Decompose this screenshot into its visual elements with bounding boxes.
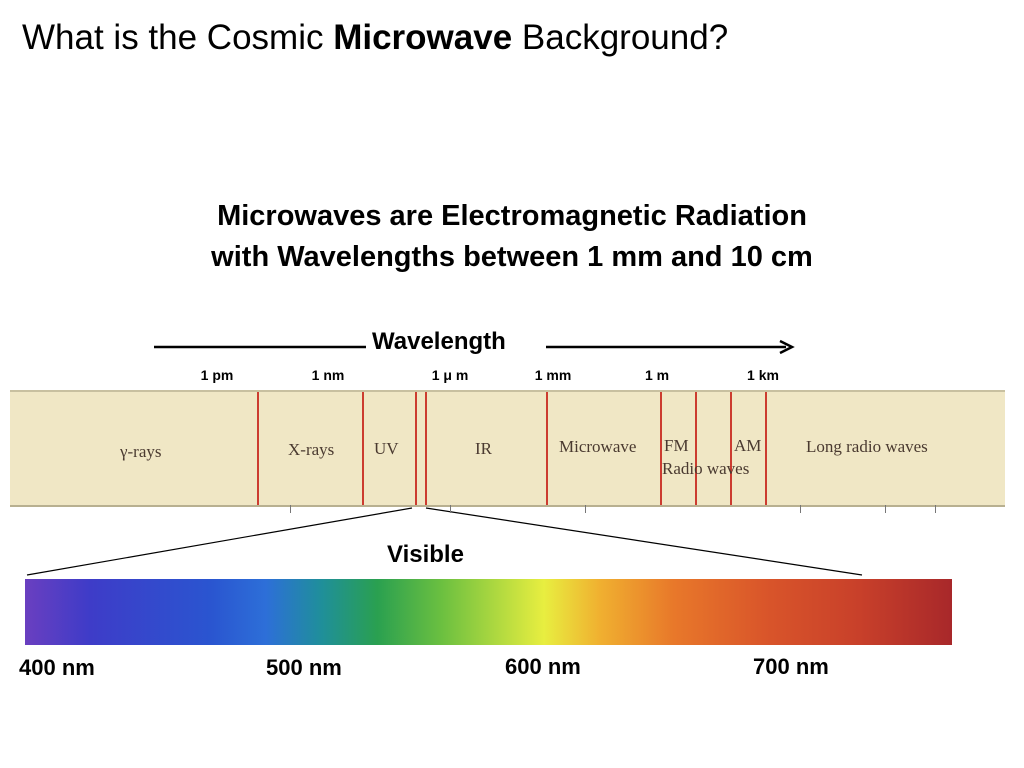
- band-label-fm: FM: [664, 436, 689, 455]
- slide-title: What is the Cosmic Microwave Background?: [22, 18, 728, 58]
- scale-label-1um: 1 μ m: [431, 367, 469, 383]
- band-label-radio-waves: Radio waves: [662, 459, 750, 478]
- nm-label-400: 400 nm: [19, 655, 95, 680]
- axis-tick: [800, 505, 801, 513]
- band-label-am: AM: [734, 436, 762, 455]
- band-divider: [425, 392, 427, 505]
- band-divider: [765, 392, 767, 505]
- subtitle: Microwaves are Electromagnetic Radiation…: [0, 196, 1024, 278]
- scale-label-1m: 1 m: [644, 367, 670, 383]
- scale-label-1mm: 1 mm: [534, 367, 572, 383]
- band-divider: [660, 392, 662, 505]
- band-divider: [695, 392, 697, 505]
- band-label-gamma-rays: γ-rays: [120, 442, 162, 461]
- wavelength-label: Wavelength: [372, 328, 506, 355]
- scale-label-1km: 1 km: [747, 367, 779, 383]
- visible-label: Visible: [387, 541, 464, 568]
- band-divider: [257, 392, 259, 505]
- axis-tick: [885, 505, 886, 513]
- axis-tick: [290, 505, 291, 513]
- title-suffix: Background?: [512, 18, 729, 57]
- axis-tick: [450, 505, 451, 513]
- band-divider: [730, 392, 732, 505]
- visible-spectrum-strip: [25, 579, 952, 645]
- title-prefix: What is the Cosmic: [22, 18, 334, 57]
- band-label-x-rays: X-rays: [288, 440, 335, 459]
- axis-tick: [585, 505, 586, 513]
- scale-label-1pm: 1 pm: [200, 367, 234, 383]
- band-divider: [362, 392, 364, 505]
- nm-label-600: 600 nm: [505, 654, 581, 679]
- band-divider: [415, 392, 417, 505]
- em-spectrum-bar: γ-rays X-rays UV IR Microwave FM AM Radi…: [10, 390, 1005, 513]
- band-label-microwave: Microwave: [559, 437, 637, 456]
- title-bold: Microwave: [333, 18, 513, 57]
- subtitle-line-2: with Wavelengths between 1 mm and 10 cm: [211, 241, 813, 273]
- visible-zoom-line-right: [425, 507, 863, 576]
- visible-zoom-line-left: [26, 507, 413, 576]
- subtitle-line-1: Microwaves are Electromagnetic Radiation: [217, 200, 807, 232]
- nm-label-700: 700 nm: [753, 654, 829, 679]
- wavelength-arrowhead: [779, 339, 795, 355]
- nm-label-500: 500 nm: [266, 655, 342, 680]
- band-divider: [546, 392, 548, 505]
- band-label-long-radio-waves: Long radio waves: [806, 437, 928, 456]
- band-label-uv: UV: [374, 439, 399, 458]
- band-label-ir: IR: [475, 439, 492, 458]
- axis-tick: [935, 505, 936, 513]
- scale-label-1nm: 1 nm: [311, 367, 345, 383]
